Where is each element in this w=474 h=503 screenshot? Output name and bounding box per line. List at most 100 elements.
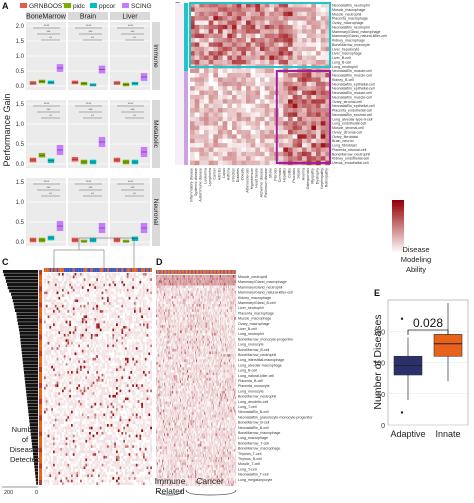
heatmap-cell — [134, 381, 136, 385]
heatmap-cell — [250, 108, 256, 113]
heatmap-cell — [90, 371, 93, 374]
heatmap-cell — [58, 424, 61, 427]
heatmap-cell — [150, 426, 152, 430]
row-label: Mammary/Gland_macrophage — [332, 30, 381, 34]
heatmap-cell — [60, 368, 62, 372]
heatmap-cell — [143, 288, 145, 292]
heatmap-cell — [99, 479, 102, 483]
heatmap-cell — [283, 16, 289, 21]
heatmap-cell — [51, 461, 53, 464]
heatmap-cell — [123, 418, 125, 422]
heatmap-cell — [306, 20, 312, 26]
heatmap-cell — [141, 273, 143, 276]
column-label: Colitis — [287, 168, 291, 178]
heatmap-cell — [54, 461, 57, 464]
heatmap-cell — [103, 357, 106, 361]
heatmap-cell — [60, 333, 62, 337]
heatmap-cell — [302, 108, 307, 113]
heatmap-cell — [71, 479, 73, 483]
heatmap-cell — [141, 365, 143, 369]
heatmap-cell — [92, 394, 95, 398]
heatmap-cell — [53, 379, 55, 382]
heatmap-cell — [58, 304, 61, 308]
facet-column-label: Liver — [122, 14, 138, 21]
heatmap-cell — [311, 42, 317, 47]
heatmap-cell — [125, 392, 127, 395]
heatmap-cell — [74, 326, 77, 329]
heatmap-cell — [199, 73, 205, 78]
heatmap-cell — [311, 33, 317, 39]
heatmap-cell — [58, 328, 61, 332]
heatmap-cell — [108, 379, 111, 382]
heatmap-cell — [288, 151, 293, 157]
heatmap-cell — [311, 103, 317, 109]
heatmap-cell — [112, 291, 115, 295]
heatmap-cell — [194, 151, 200, 157]
heatmap-cell — [99, 368, 102, 372]
heatmap-cell — [74, 286, 77, 289]
heatmap-cell — [123, 421, 125, 425]
heatmap-cell — [218, 125, 223, 131]
heatmap-cell — [103, 479, 106, 483]
heatmap-cell — [311, 59, 317, 65]
heatmap-cell — [117, 432, 120, 435]
heatmap-cell — [116, 410, 118, 414]
heatmap-cell — [44, 299, 46, 303]
heatmap-cell — [80, 341, 82, 345]
heatmap-cell — [260, 108, 265, 113]
heatmap-cell — [78, 453, 80, 456]
heatmap-cell — [134, 466, 136, 470]
heatmap-cell — [67, 471, 70, 475]
heatmap-cell — [222, 73, 228, 78]
heatmap-cell — [134, 307, 136, 311]
heatmap-cell — [58, 469, 61, 472]
heatmap-cell — [110, 477, 113, 480]
heatmap-cell — [74, 273, 77, 276]
heatmap-cell — [194, 116, 200, 122]
heatmap-cell — [222, 103, 228, 109]
heatmap-cell — [117, 320, 120, 324]
heatmap-cell — [128, 302, 131, 305]
heatmap-cell — [292, 3, 298, 8]
heatmap-cell — [135, 479, 138, 483]
column-annotation — [128, 268, 131, 272]
heatmap-cell — [44, 355, 46, 358]
heatmap-cell — [325, 108, 331, 113]
heatmap-cell — [255, 7, 261, 12]
heatmap-cell — [72, 336, 75, 340]
bar — [21, 344, 38, 348]
heatmap-cell — [74, 439, 77, 443]
heatmap-cell — [116, 405, 118, 409]
heatmap-cell — [121, 405, 124, 409]
heatmap-cell — [49, 437, 52, 440]
heatmap-cell — [123, 371, 125, 374]
heatmap-cell — [241, 143, 247, 148]
heatmap-cell — [112, 302, 115, 305]
heatmap-cell — [89, 326, 91, 329]
heatmap-cell — [92, 384, 95, 387]
heatmap-cell — [150, 280, 152, 284]
heatmap-cell — [47, 439, 50, 443]
heatmap-cell — [311, 16, 317, 21]
heatmap-cell — [199, 156, 205, 161]
heatmap-cell — [218, 38, 223, 43]
heatmap-cell — [250, 20, 256, 26]
heatmap-cell — [123, 429, 125, 432]
heatmap-cell — [54, 365, 57, 369]
heatmap-cell — [87, 352, 89, 356]
heatmap-cell — [143, 466, 145, 470]
heatmap-cell — [67, 379, 70, 382]
heatmap-cell — [74, 474, 77, 478]
heatmap-cell — [255, 68, 261, 74]
heatmap-cell — [232, 73, 237, 78]
row-annotation — [39, 388, 42, 394]
column-annotation — [172, 270, 174, 274]
column-annotation — [183, 270, 185, 274]
heatmap-cell — [62, 389, 64, 393]
heatmap-cell — [76, 357, 79, 361]
heatmap-cell — [107, 320, 109, 324]
heatmap-cell — [260, 160, 265, 166]
heatmap-cell — [69, 466, 71, 470]
heatmap-cell — [74, 360, 77, 364]
heatmap-cell — [255, 90, 261, 96]
